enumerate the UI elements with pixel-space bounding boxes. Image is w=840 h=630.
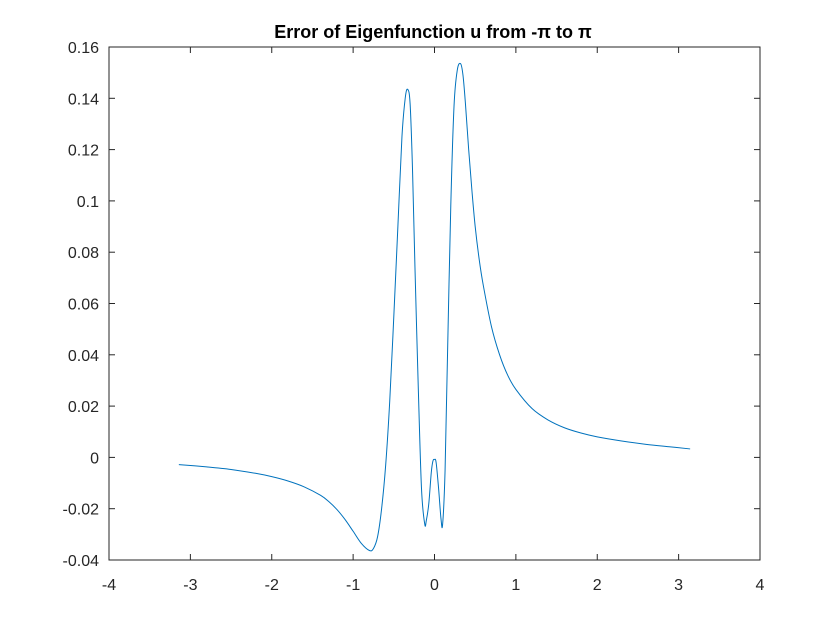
x-tick-label: -4 (102, 577, 116, 594)
y-tick-label: 0.12 (68, 143, 99, 160)
x-tick-label: 3 (674, 577, 683, 594)
y-tick-label: 0.16 (68, 40, 99, 57)
y-tick-label: -0.02 (63, 502, 100, 519)
x-tick-label: -1 (346, 577, 360, 594)
x-axis-tick-labels: -4 -3 -2 -1 0 1 2 3 4 (102, 577, 765, 594)
plot-area (108, 46, 761, 561)
y-tick-label: 0 (90, 450, 99, 467)
y-axis-tick-labels: -0.04 -0.02 0 0.02 0.04 0.06 0.08 0.1 0.12 0.14 0.… (63, 40, 100, 570)
x-tick-label: 2 (593, 577, 602, 594)
x-tick-label: -2 (265, 577, 279, 594)
axis-ticks (108, 46, 761, 561)
series-line (178, 62, 691, 552)
y-tick-label: 0.14 (68, 91, 99, 108)
y-tick-label: -0.04 (63, 553, 100, 570)
y-tick-label: 0.08 (68, 245, 99, 262)
chart-title: Error of Eigenfunction u from -π to π (274, 22, 592, 42)
y-tick-label: 0.04 (68, 348, 99, 365)
x-tick-label: 0 (430, 577, 439, 594)
y-tick-label: 0.06 (68, 297, 99, 314)
x-tick-label: 4 (756, 577, 765, 594)
x-tick-label: -3 (183, 577, 197, 594)
x-tick-label: 1 (511, 577, 520, 594)
y-tick-label: 0.02 (68, 399, 99, 416)
y-tick-label: 0.1 (77, 194, 99, 211)
